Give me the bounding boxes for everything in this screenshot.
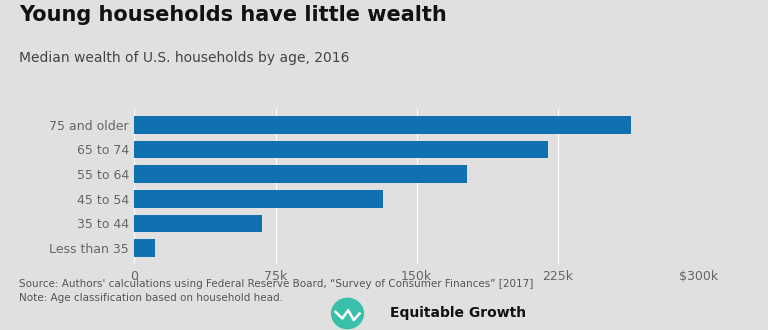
Text: Median wealth of U.S. households by age, 2016: Median wealth of U.S. households by age,… [19,51,349,65]
Bar [134,190,382,208]
Bar [134,165,468,183]
Circle shape [332,298,363,329]
Bar [134,239,155,257]
Text: Source: Authors' calculations using Federal Reserve Board, “Survey of Consumer F: Source: Authors' calculations using Fede… [19,279,534,303]
Bar [134,116,631,134]
Text: Young households have little wealth: Young households have little wealth [19,5,447,25]
Bar [134,141,548,158]
Bar [134,214,263,232]
Text: Equitable Growth: Equitable Growth [390,307,526,320]
